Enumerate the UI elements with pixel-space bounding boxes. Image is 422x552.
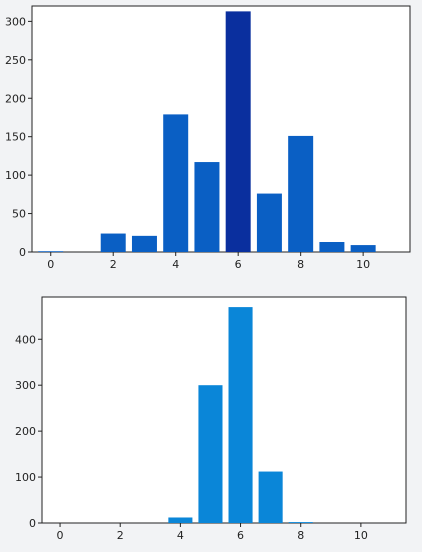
- bar: [168, 517, 193, 523]
- y-tick-label: 300: [15, 379, 36, 392]
- x-tick-label: 10: [354, 529, 368, 542]
- bar: [256, 193, 282, 252]
- bar: [38, 251, 64, 253]
- bar: [100, 233, 126, 252]
- y-tick-label: 100: [15, 471, 36, 484]
- bar: [194, 162, 220, 252]
- plot-area: [31, 5, 411, 253]
- plot-area: [41, 296, 407, 524]
- bar: [225, 11, 251, 252]
- x-tick-label: 8: [297, 529, 304, 542]
- y-tick-label: 0: [29, 517, 36, 530]
- y-tick-label: 300: [5, 15, 26, 28]
- x-tick-label: 0: [47, 258, 54, 271]
- bar: [350, 245, 376, 252]
- bar: [198, 385, 223, 523]
- x-tick-label: 4: [172, 258, 179, 271]
- x-tick-label: 10: [356, 258, 370, 271]
- x-tick-label: 2: [110, 258, 117, 271]
- x-tick-label: 8: [297, 258, 304, 271]
- y-tick-label: 50: [12, 208, 26, 221]
- bar: [131, 235, 157, 252]
- bar: [258, 471, 283, 523]
- x-tick-label: 2: [117, 529, 124, 542]
- y-tick-label: 0: [19, 246, 26, 259]
- y-tick-label: 400: [15, 333, 36, 346]
- bar: [228, 307, 253, 523]
- bar: [288, 522, 313, 523]
- y-tick-label: 200: [15, 425, 36, 438]
- y-tick-label: 200: [5, 92, 26, 105]
- y-tick-label: 150: [5, 131, 26, 144]
- x-tick-label: 6: [237, 529, 244, 542]
- x-tick-label: 4: [177, 529, 184, 542]
- bar: [163, 114, 189, 252]
- bar: [319, 242, 345, 252]
- y-tick-label: 250: [5, 54, 26, 67]
- x-tick-label: 6: [235, 258, 242, 271]
- x-tick-label: 0: [57, 529, 64, 542]
- bar: [288, 135, 314, 252]
- y-tick-label: 100: [5, 169, 26, 182]
